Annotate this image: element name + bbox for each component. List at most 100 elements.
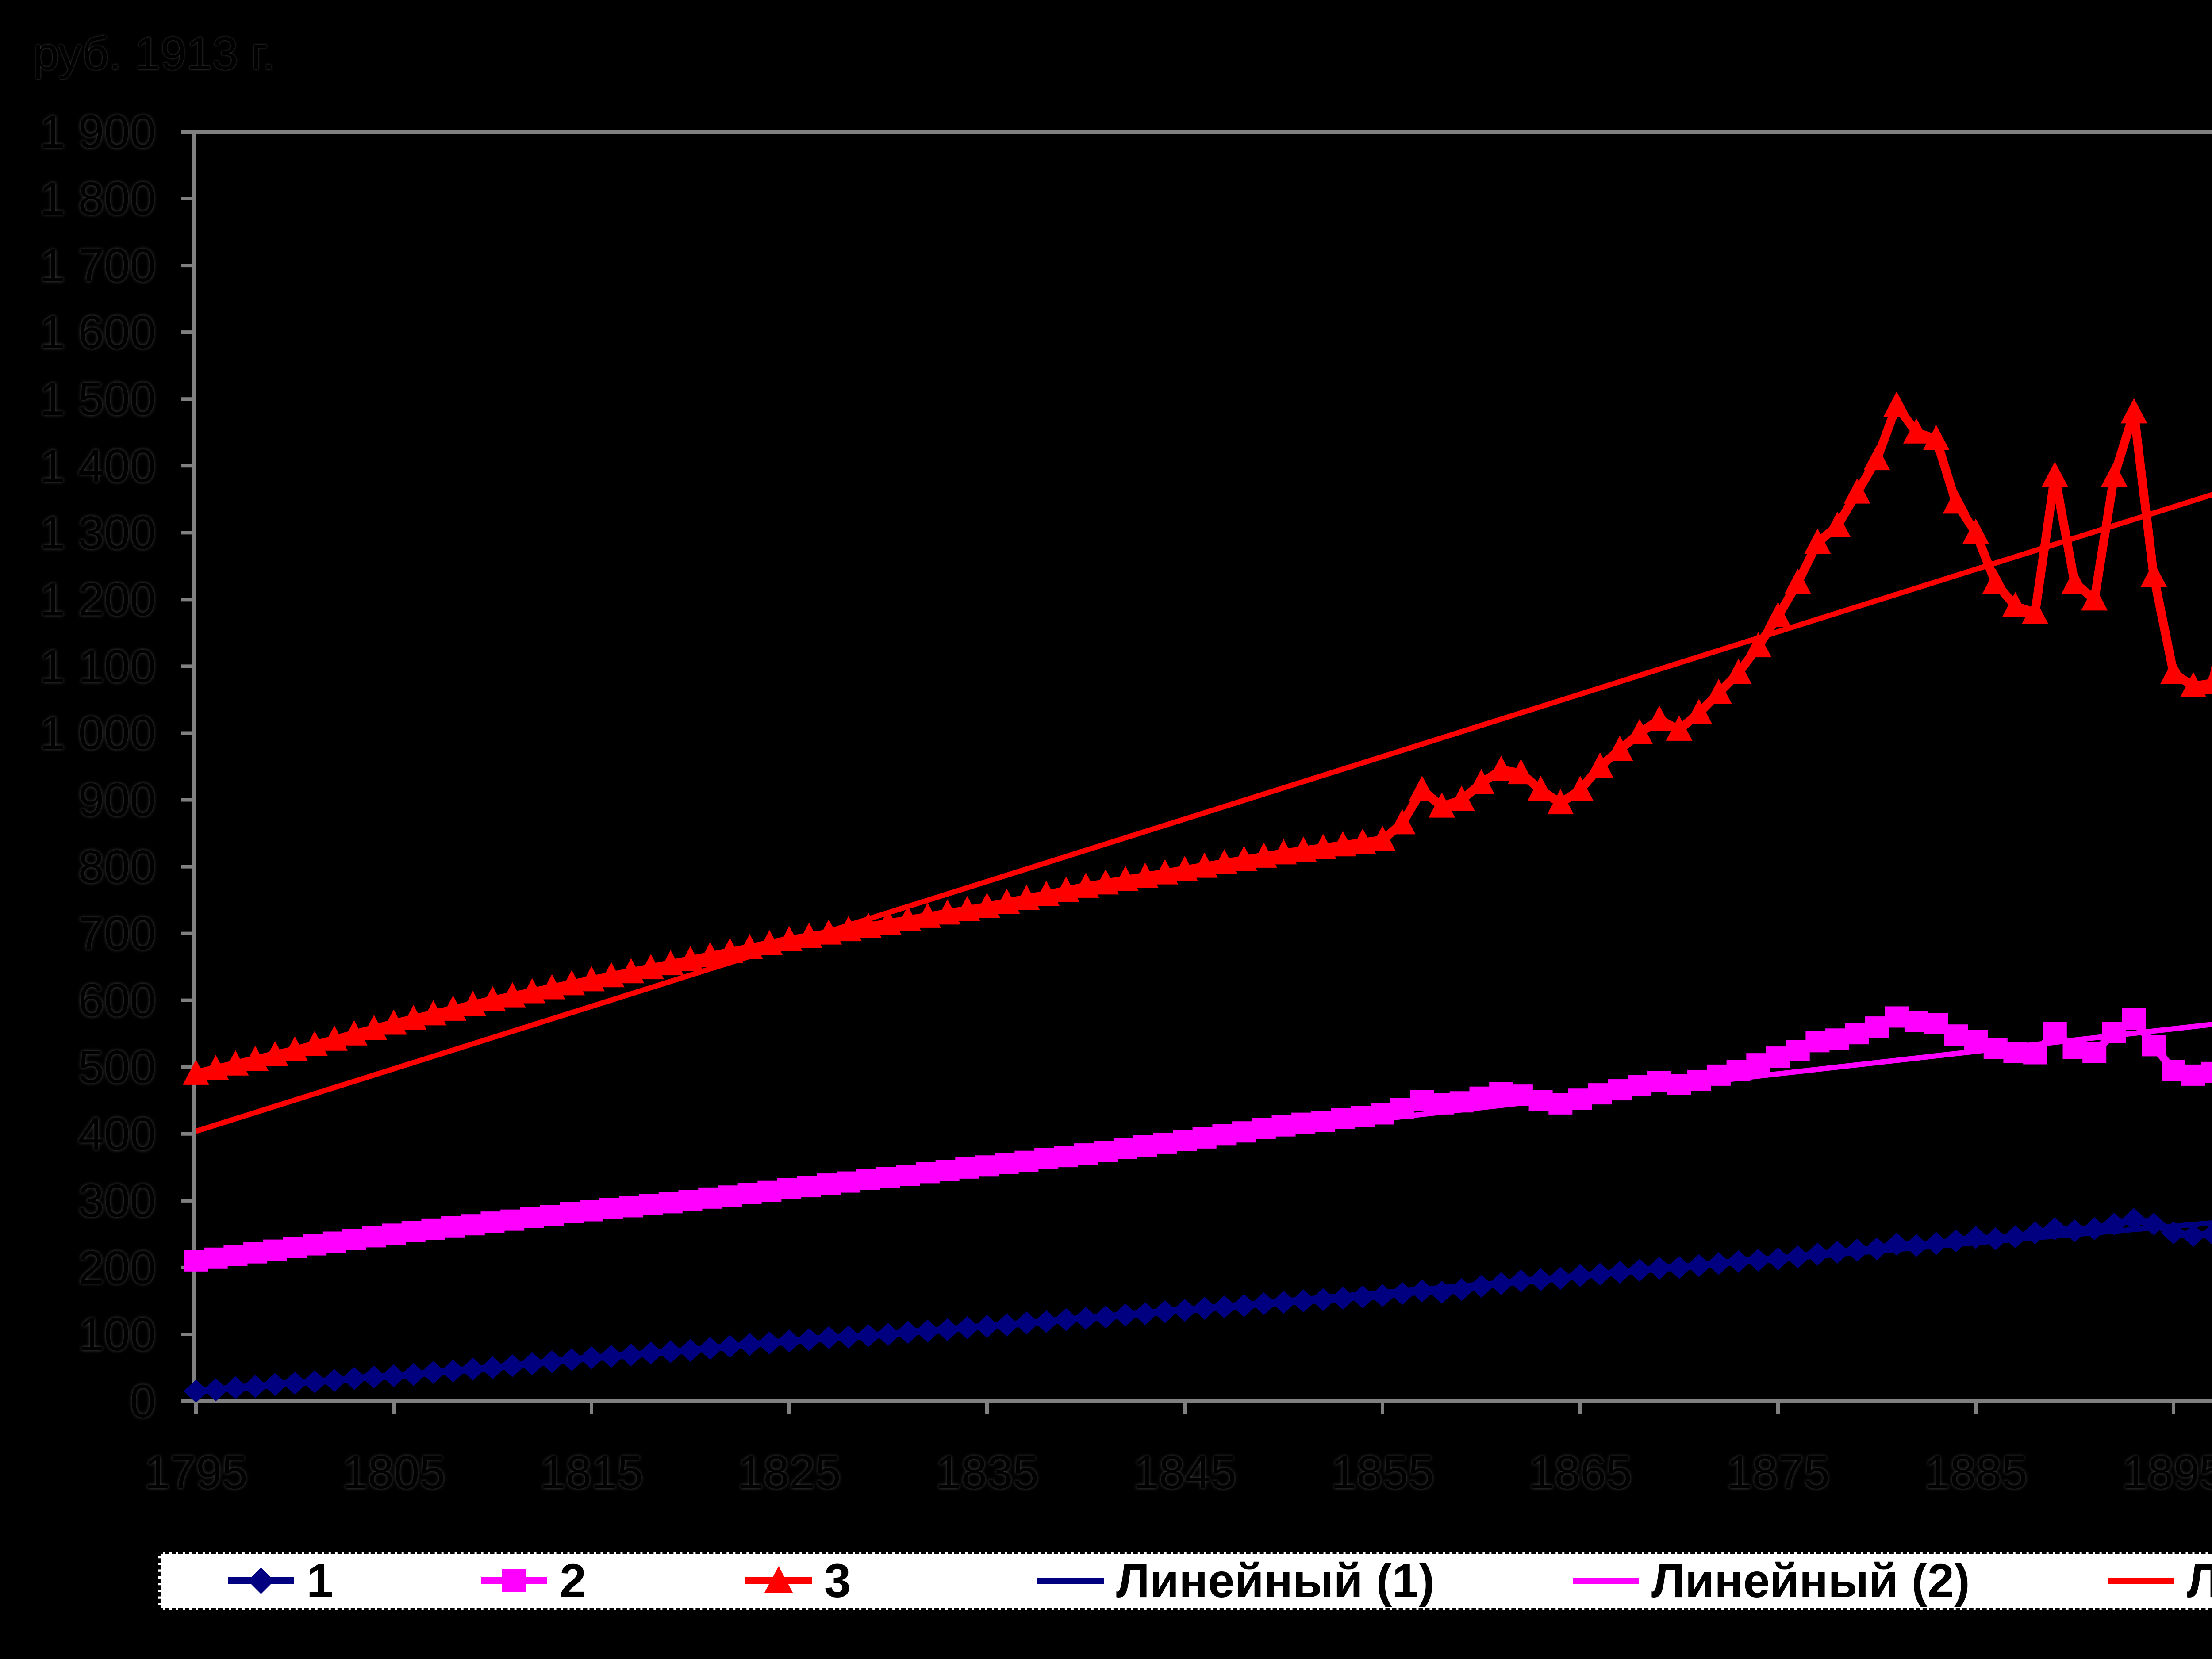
series-2-square-marker-icon	[481, 1569, 547, 1592]
series-1-marker	[1212, 1295, 1237, 1319]
y-tick-label: 1 500	[39, 373, 156, 425]
series-1-marker	[1113, 1303, 1138, 1327]
legend-item-series-1: 1	[228, 1554, 333, 1608]
series-1-marker	[2023, 1221, 2048, 1245]
series-3-marker	[1606, 736, 1633, 761]
series-3-marker	[1784, 568, 1811, 594]
series-3-marker	[518, 978, 545, 1004]
series-3-marker	[242, 1046, 269, 1071]
series-3-marker	[2120, 398, 2147, 424]
series-3-marker	[1804, 528, 1831, 554]
y-tick-label: 1 800	[39, 173, 156, 225]
series-1-marker	[1805, 1242, 1830, 1266]
series-1-marker	[618, 1343, 644, 1367]
series-3-marker	[1507, 759, 1534, 785]
series-1-marker	[401, 1363, 426, 1386]
series-1-marker	[1587, 1263, 1613, 1286]
series-3-marker	[2061, 568, 2088, 594]
series-1-marker	[678, 1339, 703, 1362]
series-3-marker	[1843, 478, 1870, 504]
series-1-marker	[361, 1365, 387, 1389]
series-3-marker	[677, 946, 704, 972]
series-3-marker	[657, 950, 684, 976]
x-tick-label: 1855	[1331, 1447, 1434, 1498]
series-1-marker	[1232, 1294, 1257, 1317]
series-3-marker	[1863, 445, 1890, 471]
series-1-marker	[381, 1364, 406, 1387]
series-3-marker	[1824, 512, 1851, 537]
series-3-marker	[815, 919, 842, 945]
series-1-marker	[1983, 1227, 2008, 1250]
series-3-marker	[1033, 881, 1060, 906]
series-1-marker	[1924, 1232, 1949, 1255]
series-1-marker	[1133, 1302, 1158, 1326]
series-1-marker	[1568, 1264, 1593, 1287]
series-3-marker	[934, 899, 961, 925]
series-3-marker	[1962, 518, 1989, 544]
series-3-marker	[1429, 792, 1455, 818]
series-1-marker	[737, 1333, 762, 1356]
series-1-marker	[559, 1348, 584, 1372]
series-1-marker	[1172, 1299, 1197, 1322]
y-tick-label: 1 600	[39, 307, 156, 358]
series-1-marker	[243, 1375, 268, 1398]
series-3-marker	[341, 1020, 368, 1046]
legend-label-series-2: 2	[560, 1554, 587, 1607]
trendline-2-line-icon	[1573, 1578, 1639, 1584]
series-1-marker	[1627, 1258, 1652, 1282]
series-3-marker	[400, 1004, 427, 1030]
trendline-3-line-icon	[2108, 1578, 2174, 1584]
series-1-marker	[1429, 1280, 1455, 1304]
series-3-marker	[321, 1025, 348, 1051]
series-1-marker	[1963, 1226, 1988, 1249]
series-3-marker	[2101, 461, 2128, 487]
series-1-marker	[638, 1341, 664, 1365]
series-1-marker	[935, 1318, 960, 1341]
series-1-marker	[203, 1378, 228, 1402]
series-3-marker	[1586, 752, 1613, 778]
series-3-marker	[1666, 715, 1693, 741]
series-3-marker	[202, 1055, 229, 1080]
series-3-marker	[2041, 461, 2068, 487]
series-3-marker	[855, 912, 882, 938]
series-1-marker	[2181, 1224, 2206, 1247]
y-tick-label: 1 000	[39, 707, 156, 759]
x-tick-label: 1815	[540, 1447, 643, 1498]
series-1-marker	[1686, 1254, 1712, 1277]
series-3-marker	[1329, 831, 1356, 857]
series-3-marker	[1112, 866, 1139, 891]
series-1-marker	[599, 1345, 624, 1368]
y-tick-label: 700	[78, 908, 156, 960]
y-tick-label: 1 300	[39, 507, 156, 559]
series-1-marker	[480, 1356, 505, 1379]
series-3-marker	[1250, 842, 1277, 868]
series-1-diamond-marker-icon	[228, 1567, 294, 1594]
series-3-triangle-marker-icon	[745, 1566, 812, 1593]
series-3-marker	[1152, 859, 1179, 885]
series-1-marker	[1093, 1305, 1118, 1329]
y-tick-label: 800	[78, 841, 156, 893]
series-3-marker	[736, 934, 763, 959]
series-2-marker	[2142, 1035, 2166, 1057]
series-3-marker	[1626, 719, 1653, 744]
series-3-marker	[1448, 785, 1475, 811]
series-1-marker	[2003, 1225, 2028, 1249]
series-3-marker	[1191, 852, 1218, 878]
series-3-marker	[183, 1059, 209, 1085]
series-1-marker	[1706, 1252, 1731, 1275]
series-3-marker	[1567, 775, 1594, 801]
legend-item-trendline-3: Линейный (3)	[2108, 1554, 2212, 1608]
series-2-marker	[2201, 1061, 2212, 1083]
legend-label-series-3: 3	[824, 1554, 851, 1607]
series-3-marker	[1646, 705, 1673, 731]
series-3-marker	[1547, 789, 1574, 815]
series-3-marker	[618, 958, 645, 984]
series-3-marker	[2002, 592, 2029, 617]
series-3-marker	[895, 906, 922, 931]
series-3-marker	[578, 966, 605, 992]
series-3-marker	[1211, 849, 1238, 875]
series-3-marker	[756, 930, 783, 955]
trendline-3	[195, 492, 2212, 1134]
series-1-marker	[1726, 1250, 1751, 1273]
